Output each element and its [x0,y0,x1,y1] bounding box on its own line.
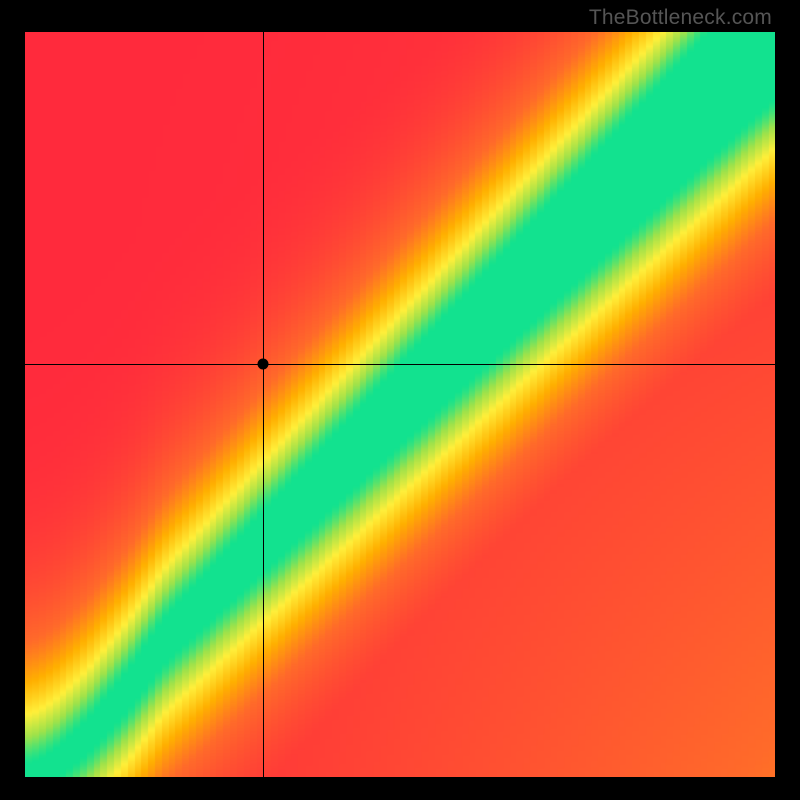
heatmap-canvas [25,32,775,777]
crosshair-horizontal [25,364,775,365]
crosshair-marker [257,358,268,369]
figure-outer: TheBottleneck.com [0,0,800,800]
plot-area [25,32,775,777]
watermark-text: TheBottleneck.com [589,6,772,30]
crosshair-vertical [263,32,264,777]
